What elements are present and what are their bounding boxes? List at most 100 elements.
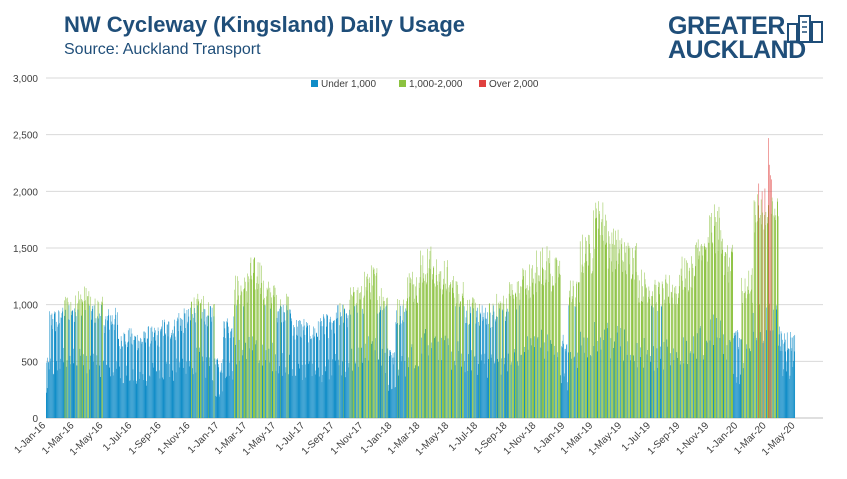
daily-bar [589,253,591,418]
daily-bar [652,307,654,418]
daily-bar [413,284,415,418]
daily-bar [280,306,282,418]
daily-bar [95,322,96,418]
daily-bar [614,341,615,418]
daily-bar [599,235,601,418]
daily-bar [180,325,182,418]
daily-bar [91,308,93,418]
daily-bar [485,318,487,418]
daily-bar [334,320,336,418]
daily-bar [153,337,155,418]
daily-bar [569,280,571,418]
daily-bar [363,297,364,418]
daily-bar [749,351,751,418]
daily-bar [724,252,726,418]
daily-bar [131,333,133,418]
daily-bar [118,338,119,418]
daily-bar [129,380,131,418]
daily-bar [185,373,187,418]
daily-bar [535,292,537,418]
daily-bar [602,235,603,418]
daily-bar [480,360,482,418]
daily-bar [307,323,308,418]
daily-bar [523,276,524,418]
daily-bar [207,315,208,418]
daily-bar [454,360,455,418]
daily-bar [634,279,635,418]
daily-bar [303,330,304,418]
daily-bar [781,333,782,418]
daily-bar [55,321,57,418]
daily-bar [229,337,231,418]
daily-bar [645,284,646,418]
daily-bar [110,321,112,418]
daily-bar [293,325,294,418]
daily-bar [428,355,429,418]
daily-bar [576,283,577,418]
daily-bar [219,371,221,418]
daily-bar [729,340,731,418]
daily-bar [253,272,254,418]
daily-bar [363,295,365,418]
daily-bar [674,287,675,418]
daily-bar [593,346,595,418]
daily-bar [716,318,717,418]
legend-swatch [399,80,406,87]
daily-bar [126,365,128,418]
daily-bar [753,331,754,418]
daily-bar [295,375,296,418]
daily-bar [156,335,158,418]
daily-bar [172,329,173,418]
daily-bar [605,242,607,418]
daily-bar [166,324,168,418]
daily-bar [383,301,384,418]
daily-bar [689,353,691,418]
daily-bar [127,342,128,418]
daily-bar [355,362,356,418]
daily-bar [80,355,81,418]
daily-bar [301,364,303,418]
daily-bar [787,348,789,418]
daily-bar [705,247,706,418]
daily-bar [107,316,109,418]
chart-subtitle: Source: Auckland Transport [64,41,261,58]
daily-bar [737,332,739,418]
daily-bar [336,318,337,418]
daily-bar [109,367,110,418]
daily-bar [639,302,641,418]
daily-bar [373,269,374,418]
daily-bar [749,348,751,418]
daily-bar [392,353,394,418]
daily-bar [189,360,191,418]
daily-bar [259,360,260,418]
daily-bar [547,351,549,418]
daily-bar [66,360,68,418]
daily-bar [128,328,130,418]
daily-bar [182,358,183,418]
daily-bar [471,350,472,418]
daily-bar [287,310,289,418]
daily-bar [387,348,389,418]
daily-bar [267,290,268,418]
daily-bar [207,326,209,418]
daily-bar [734,335,735,418]
daily-bar [289,354,290,418]
daily-bar [140,338,142,418]
daily-bar [297,326,299,418]
daily-bar [619,240,621,418]
daily-bar [178,313,180,418]
daily-bar [695,244,696,418]
daily-bar [308,361,310,418]
daily-bar [532,265,533,418]
daily-bar [641,301,643,418]
daily-bar [715,253,716,418]
daily-bar [755,215,756,418]
daily-bar [440,271,442,418]
daily-bar [524,270,526,418]
daily-bar [195,372,197,418]
daily-bar [390,352,391,418]
daily-bar [405,308,407,418]
daily-bar [410,279,412,418]
daily-bar [136,383,137,418]
daily-bar [262,365,263,418]
